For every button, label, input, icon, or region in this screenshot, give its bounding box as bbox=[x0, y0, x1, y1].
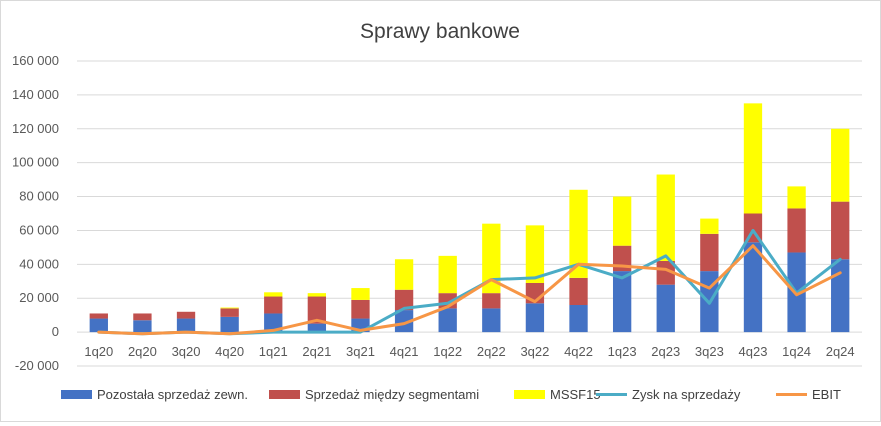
bar-segment bbox=[525, 303, 545, 333]
bar-segment bbox=[220, 308, 239, 317]
y-tick-label: 120 000 bbox=[12, 121, 59, 136]
bar-segment bbox=[743, 242, 763, 333]
bar-segment bbox=[220, 316, 239, 333]
bar-segment bbox=[656, 174, 675, 261]
bar-segment bbox=[743, 103, 763, 214]
y-tick-label: 100 000 bbox=[12, 155, 59, 170]
bar-segment bbox=[831, 128, 850, 202]
bar-segment bbox=[307, 293, 327, 297]
bar-segment bbox=[394, 310, 414, 333]
bar-segment bbox=[569, 277, 588, 305]
series-line bbox=[97, 228, 842, 336]
bar-segment bbox=[438, 255, 457, 294]
y-axis: -20 000 0 20 000 40 000 60 000 80 000 100 000 1… bbox=[12, 53, 59, 373]
x-axis: 1q20 2q20 3q20 4q20 1q21 2q21 3q21 4q21 1q22 2q22… bbox=[84, 344, 854, 359]
bar-segment bbox=[264, 292, 283, 297]
bar-segment bbox=[351, 288, 370, 300]
bar-segment bbox=[133, 313, 152, 321]
y-tick-label: -20 000 bbox=[15, 358, 59, 373]
bar-segment bbox=[438, 308, 457, 333]
y-tick-label: 20 000 bbox=[19, 290, 59, 305]
bar-segment bbox=[482, 293, 501, 309]
legend-label: Pozostała sprzedaż zewn. bbox=[97, 387, 248, 402]
x-tick-label: 1q21 bbox=[259, 344, 288, 359]
legend-label: Zysk na sprzedaży bbox=[632, 387, 741, 402]
bar-segment bbox=[264, 313, 283, 333]
bar-segment bbox=[394, 259, 414, 290]
x-tick-label: 3q20 bbox=[172, 344, 201, 359]
bar-segment bbox=[351, 299, 370, 319]
legend-swatch bbox=[269, 390, 300, 399]
legend: Pozostała sprzedaż zewn. Sprzedaż między … bbox=[61, 387, 841, 402]
x-tick-label: 2q20 bbox=[128, 344, 157, 359]
x-tick-label: 2q21 bbox=[302, 344, 331, 359]
line-series bbox=[97, 228, 842, 336]
bar-segment bbox=[612, 271, 632, 333]
bar-segment bbox=[525, 225, 545, 283]
legend-label: MSSF15 bbox=[550, 387, 601, 402]
x-tick-label: 4q21 bbox=[390, 344, 419, 359]
legend-swatch bbox=[514, 390, 545, 399]
bar-segment bbox=[307, 296, 327, 324]
y-tick-label: 160 000 bbox=[12, 53, 59, 68]
x-tick-label: 3q21 bbox=[346, 344, 375, 359]
bar-segment bbox=[700, 233, 719, 272]
y-tick-label: 60 000 bbox=[19, 222, 59, 237]
bar-segment bbox=[264, 296, 283, 314]
x-tick-label: 3q23 bbox=[695, 344, 724, 359]
bar-series bbox=[89, 103, 850, 333]
bar-segment bbox=[569, 189, 588, 278]
x-tick-label: 1q20 bbox=[84, 344, 113, 359]
y-tick-label: 140 000 bbox=[12, 87, 59, 102]
y-tick-label: 40 000 bbox=[19, 256, 59, 271]
bar-segment bbox=[482, 223, 501, 294]
bar-segment bbox=[700, 218, 719, 234]
bar-segment bbox=[307, 323, 327, 333]
bar-segment bbox=[394, 289, 414, 311]
x-tick-label: 4q23 bbox=[739, 344, 768, 359]
legend-label: Sprzedaż między segmentami bbox=[305, 387, 479, 402]
legend-label: EBIT bbox=[812, 387, 841, 402]
x-tick-label: 3q22 bbox=[520, 344, 549, 359]
x-tick-label: 2q23 bbox=[651, 344, 680, 359]
bar-segment bbox=[482, 308, 501, 333]
bar-segment bbox=[656, 260, 675, 285]
chart-title: Sprawy bankowe bbox=[360, 20, 520, 43]
y-tick-label: 80 000 bbox=[19, 189, 59, 204]
bar-segment bbox=[89, 313, 108, 319]
bar-segment bbox=[656, 284, 675, 333]
bar-segment bbox=[787, 208, 806, 253]
bar-segment bbox=[133, 320, 152, 333]
bar-segment bbox=[569, 305, 588, 333]
series-line bbox=[97, 244, 842, 336]
bar-segment bbox=[220, 307, 239, 309]
bar-segment bbox=[831, 259, 850, 333]
x-tick-label: 1q23 bbox=[608, 344, 637, 359]
x-tick-label: 4q20 bbox=[215, 344, 244, 359]
bar-segment bbox=[831, 201, 850, 260]
bar-segment bbox=[176, 318, 196, 333]
bar-segment bbox=[787, 186, 806, 209]
bar-segment bbox=[176, 311, 196, 319]
x-tick-label: 4q22 bbox=[564, 344, 593, 359]
x-tick-label: 1q24 bbox=[782, 344, 811, 359]
x-tick-label: 2q24 bbox=[826, 344, 855, 359]
bar-segment bbox=[612, 196, 632, 246]
x-tick-label: 1q22 bbox=[433, 344, 462, 359]
y-tick-label: 0 bbox=[52, 324, 59, 339]
legend-swatch bbox=[61, 390, 92, 399]
bar-segment bbox=[89, 318, 108, 333]
x-tick-label: 2q22 bbox=[477, 344, 506, 359]
